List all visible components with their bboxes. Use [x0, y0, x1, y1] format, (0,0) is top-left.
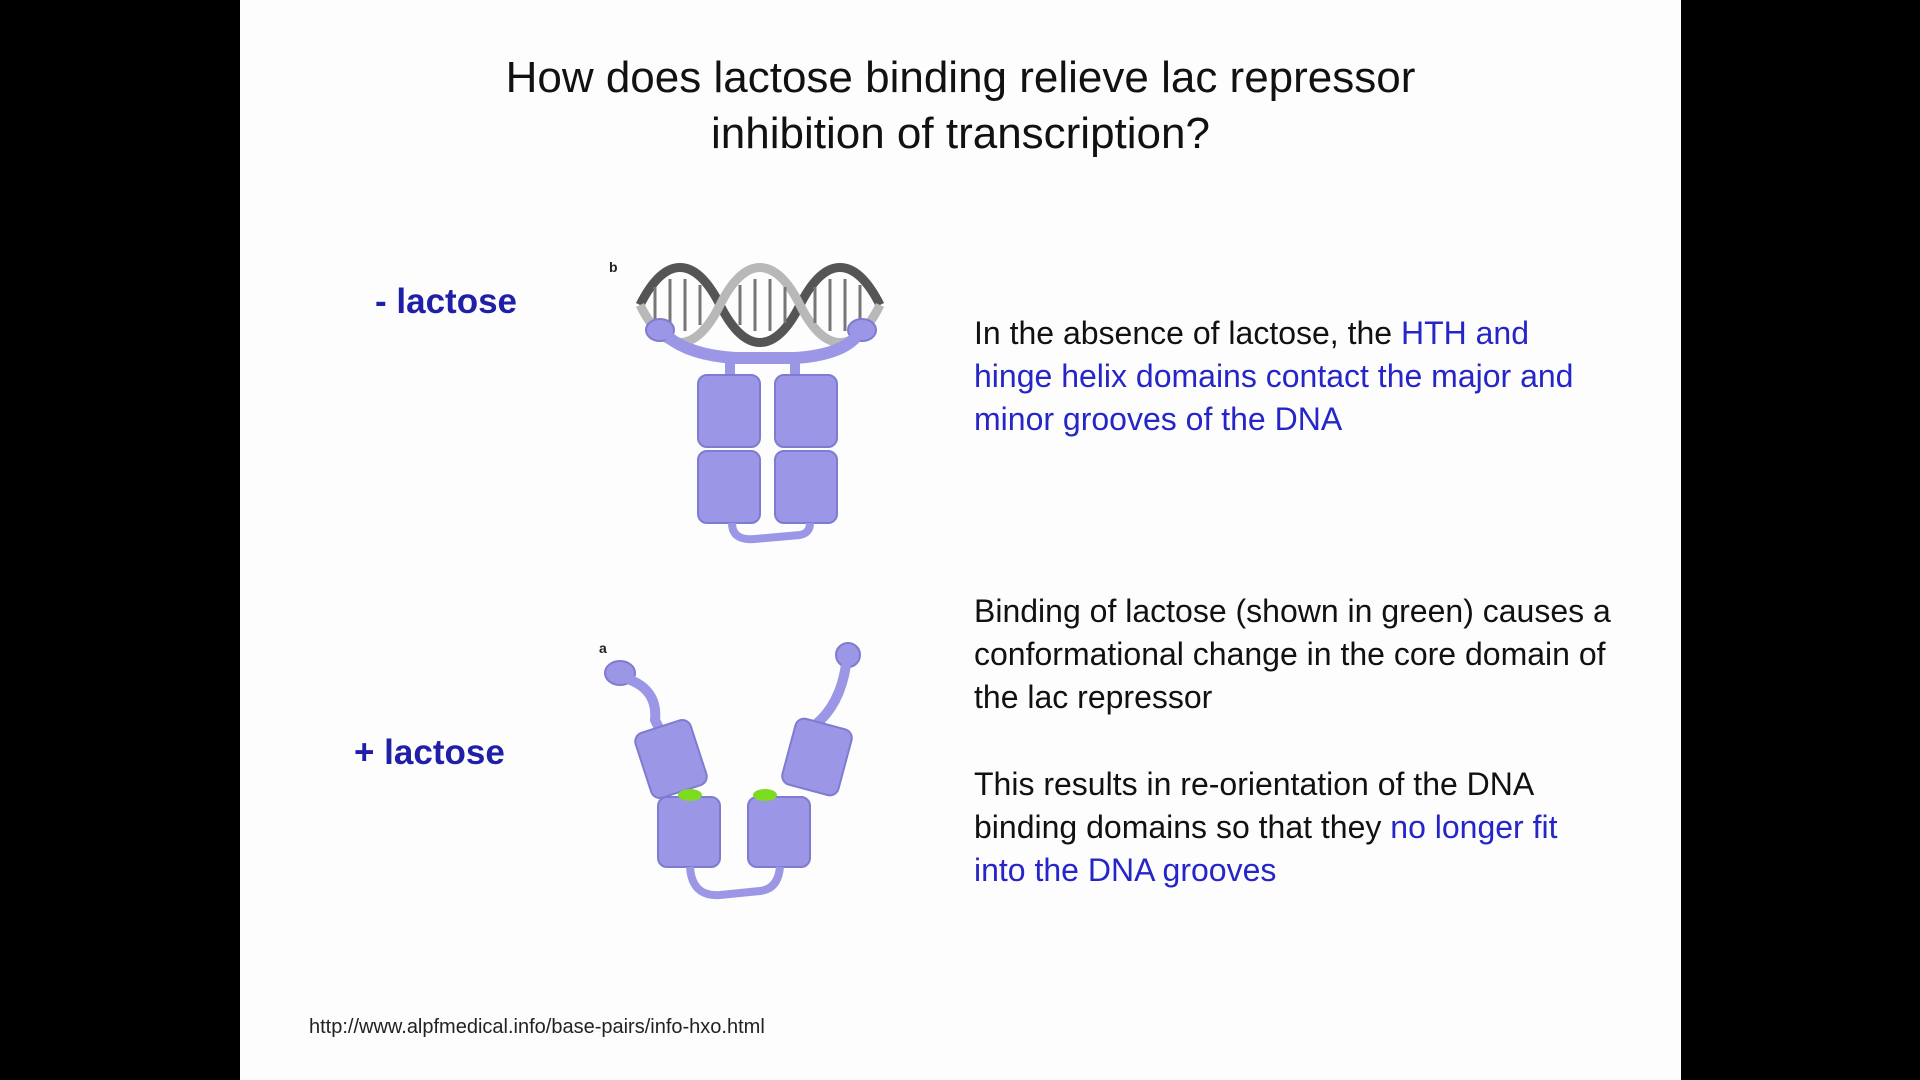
slide-title: How does lactose binding relieve lac rep…: [240, 50, 1681, 162]
repressor-dna-bound-figure: [635, 263, 885, 544]
title-line-1: How does lactose binding relieve lac rep…: [505, 53, 1416, 102]
repressor-protein-released: [604, 642, 861, 900]
paragraph-reorientation: This results in re-orientation of the DN…: [974, 763, 1614, 892]
paragraph-absence: In the absence of lactose, the HTH and h…: [974, 312, 1614, 441]
paragraph-absence-highlight: HTH and hinge helix domains contact the …: [974, 315, 1574, 437]
lactose-markers: [678, 789, 777, 801]
figure-b-letter: b: [609, 259, 618, 275]
plus-lactose-label: + lactose: [354, 733, 505, 772]
dna-helix: [635, 263, 885, 347]
paragraph-reorientation-plain: This results in re-orientation of the DN…: [974, 766, 1533, 845]
source-url: http://www.alpfmedical.info/base-pairs/i…: [309, 1016, 765, 1038]
repressor-protein: [645, 318, 877, 544]
title-line-2: inhibition of transcription?: [711, 109, 1210, 158]
paragraph-binding: Binding of lactose (shown in green) caus…: [974, 593, 1611, 715]
paragraph-reorientation-highlight: no longer fit into the DNA grooves: [974, 809, 1558, 888]
repressor-lactose-bound-figure: [604, 642, 861, 900]
paragraph-absence-plain: In the absence of lactose, the: [974, 315, 1401, 351]
slide: How does lactose binding relieve lac rep…: [240, 0, 1681, 1080]
figure-a-letter: a: [599, 640, 607, 656]
minus-lactose-label: - lactose: [375, 282, 517, 321]
